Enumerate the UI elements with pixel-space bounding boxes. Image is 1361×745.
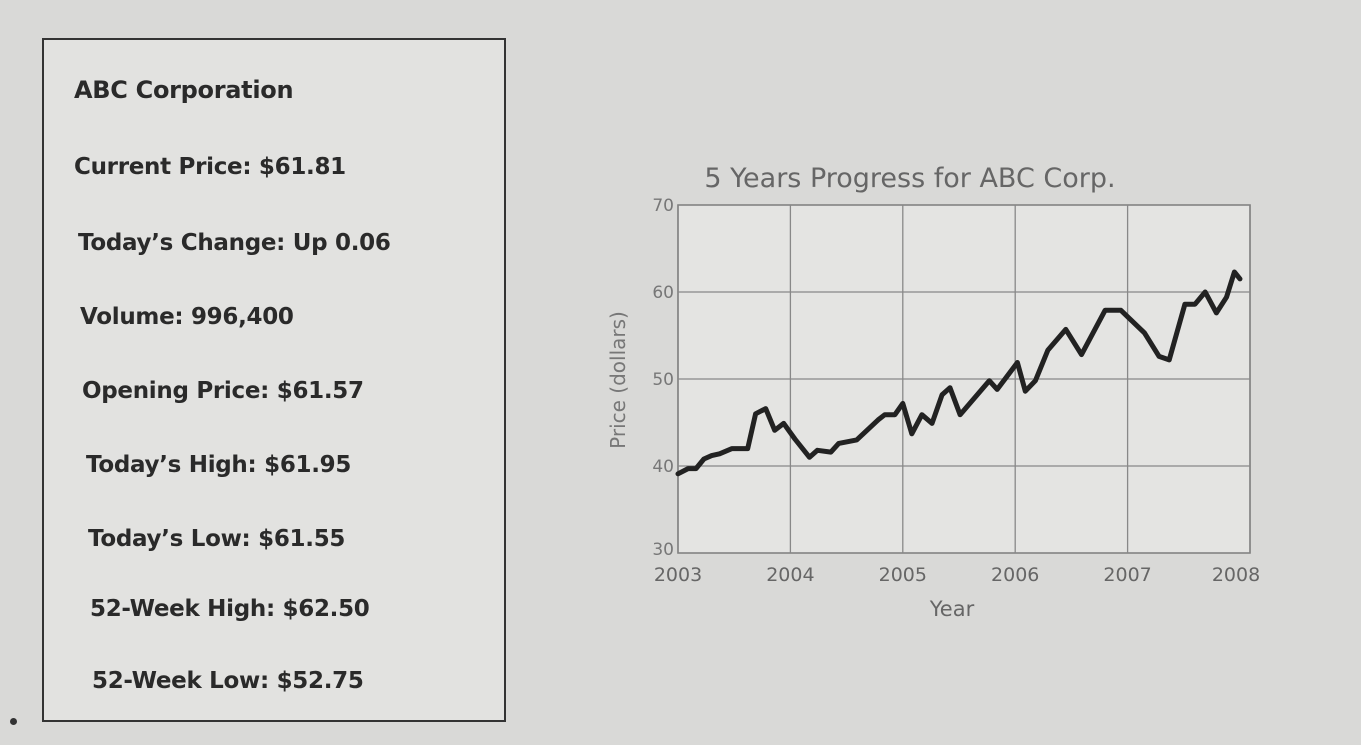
y-axis-label: Price (dollars): [606, 311, 630, 449]
x-tick-label: 2006: [991, 564, 1039, 586]
x-tick-label: 2004: [766, 564, 814, 586]
opening-price: Opening Price: $61.57: [82, 378, 364, 404]
x-tick-label: 2005: [879, 564, 927, 586]
todays-high: Today’s High: $61.95: [86, 452, 352, 478]
x-tick-label: 2008: [1212, 564, 1260, 586]
x-axis-label: Year: [929, 597, 975, 621]
y-tick-label: 70: [652, 196, 674, 216]
chart-title: 5 Years Progress for ABC Corp.: [704, 163, 1115, 194]
x-tick-label: 2003: [654, 564, 702, 586]
todays-change: Today’s Change: Up 0.06: [78, 230, 391, 256]
y-tick-label: 30: [652, 540, 674, 560]
volume: Volume: 996,400: [80, 304, 294, 330]
current-price: Current Price: $61.81: [74, 154, 346, 180]
x-tick-label: 2007: [1103, 564, 1151, 586]
stock-info-panel: ABC Corporation Current Price: $61.81 To…: [42, 38, 506, 722]
price-line: [675, 269, 1243, 477]
52-week-low: 52-Week Low: $52.75: [92, 668, 364, 694]
bullet-dot: [10, 718, 17, 725]
y-tick-label: 40: [652, 457, 674, 477]
todays-low: Today’s Low: $61.55: [88, 526, 346, 552]
company-name: ABC Corporation: [74, 76, 294, 104]
y-tick-label: 60: [652, 283, 674, 303]
52-week-high: 52-Week High: $62.50: [90, 596, 370, 622]
y-tick-label: 50: [652, 370, 674, 390]
